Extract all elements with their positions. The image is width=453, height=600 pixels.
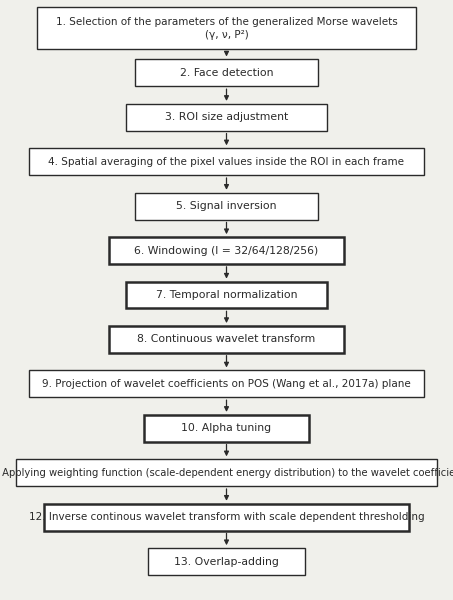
Text: 10. Alpha tuning: 10. Alpha tuning [182, 423, 271, 433]
Text: 9. Projection of wavelet coefficients on POS (Wang et al., 2017a) plane: 9. Projection of wavelet coefficients on… [42, 379, 411, 389]
Text: 7. Temporal normalization: 7. Temporal normalization [156, 290, 297, 300]
FancyBboxPatch shape [135, 193, 318, 220]
Text: 8. Continuous wavelet transform: 8. Continuous wavelet transform [137, 334, 316, 344]
Text: 11. Applying weighting function (scale-dependent energy distribution) to the wav: 11. Applying weighting function (scale-d… [0, 467, 453, 478]
FancyBboxPatch shape [109, 326, 344, 353]
FancyBboxPatch shape [109, 237, 344, 264]
FancyBboxPatch shape [44, 503, 409, 530]
FancyBboxPatch shape [29, 148, 424, 175]
Text: 5. Signal inversion: 5. Signal inversion [176, 201, 277, 211]
Text: 4. Spatial averaging of the pixel values inside the ROI in each frame: 4. Spatial averaging of the pixel values… [48, 157, 405, 167]
FancyBboxPatch shape [37, 7, 416, 49]
Text: 3. ROI size adjustment: 3. ROI size adjustment [165, 112, 288, 122]
FancyBboxPatch shape [126, 104, 327, 131]
FancyBboxPatch shape [135, 59, 318, 86]
FancyBboxPatch shape [148, 548, 305, 575]
Text: 12. Inverse continous wavelet transform with scale dependent thresholding: 12. Inverse continous wavelet transform … [29, 512, 424, 522]
FancyBboxPatch shape [144, 415, 309, 442]
FancyBboxPatch shape [29, 370, 424, 397]
FancyBboxPatch shape [126, 281, 327, 308]
Text: 13. Overlap-adding: 13. Overlap-adding [174, 557, 279, 566]
Text: 6. Windowing (l = 32/64/128/256): 6. Windowing (l = 32/64/128/256) [135, 245, 318, 256]
FancyBboxPatch shape [15, 459, 438, 486]
Text: 2. Face detection: 2. Face detection [180, 68, 273, 78]
Text: 1. Selection of the parameters of the generalized Morse wavelets
(γ, ν, P²): 1. Selection of the parameters of the ge… [56, 17, 397, 40]
